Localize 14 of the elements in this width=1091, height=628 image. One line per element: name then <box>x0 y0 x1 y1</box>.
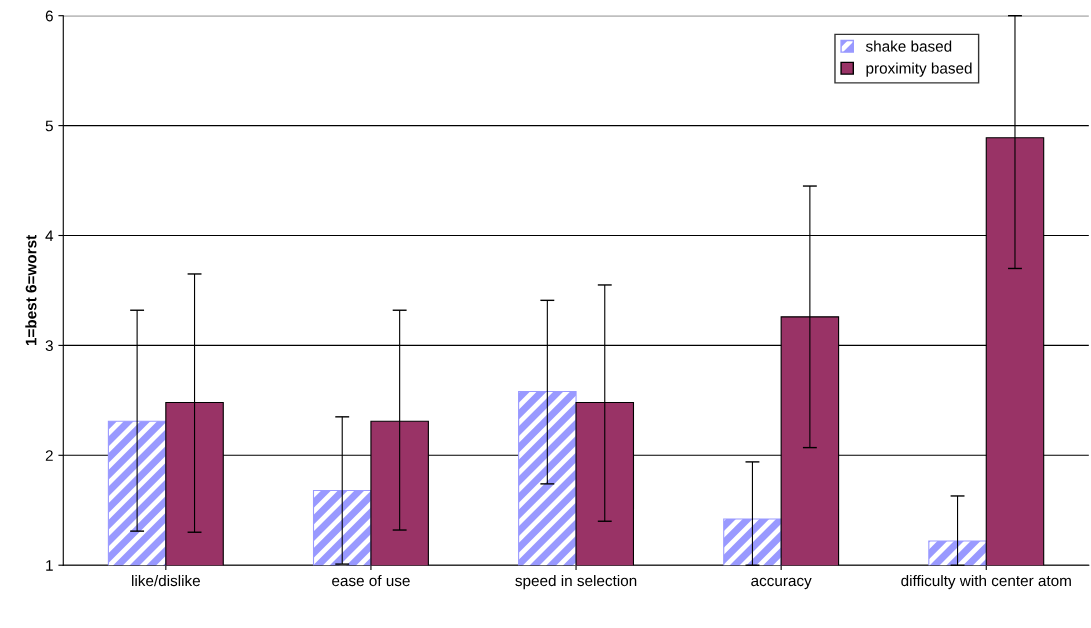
x-tick-label: like/dislike <box>132 574 200 587</box>
y-tick-label: 4 <box>45 230 54 242</box>
legend-label: shake based <box>865 40 952 52</box>
y-tick-label: 1 <box>46 560 53 571</box>
y-tick-label: 2 <box>45 450 53 461</box>
y-tick-label: 6 <box>45 10 53 22</box>
y-tick-label: 5 <box>45 120 53 132</box>
x-tick-label: ease of use <box>332 574 410 587</box>
x-tick-label: difficulty with center atom <box>901 574 1071 590</box>
x-tick-label: accuracy <box>751 577 812 590</box>
legend-label: proximity based <box>866 62 972 77</box>
y-tick-label: 3 <box>45 340 53 352</box>
y-axis-title: 1=best 6=worst <box>25 235 37 346</box>
x-tick-label: speed in selection <box>515 574 637 590</box>
